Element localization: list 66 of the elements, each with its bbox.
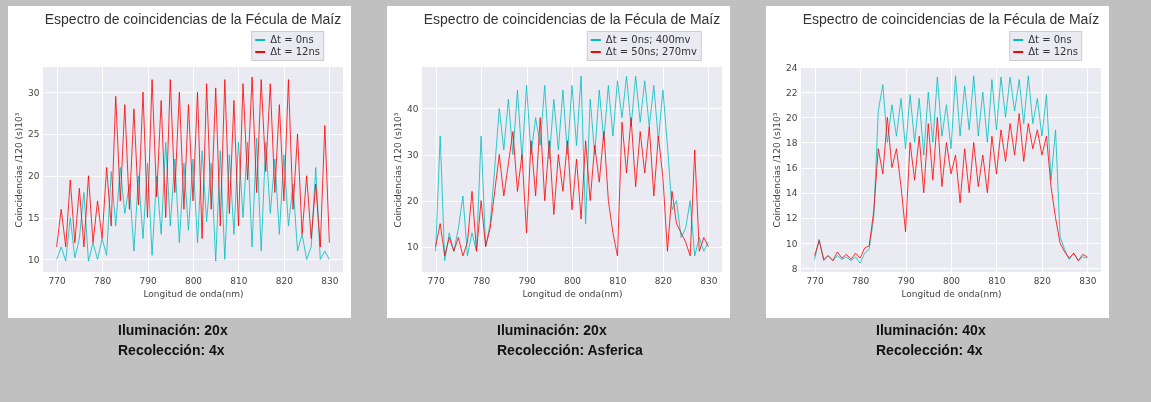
x-tick-label: 770 [48,275,66,286]
line-series [814,113,1088,262]
x-tick-label: 780 [94,275,112,286]
chart-title: Espectro de coincidencias de la Fécula de Maíz [44,10,342,27]
text: Iluminación: 40x [876,322,987,338]
line-series [56,76,330,248]
y-tick-label: 15 [28,213,40,224]
y-tick-label: 30 [28,87,40,98]
x-axis-title: Longitud de onda(nm) [901,288,1002,299]
y-tick-label: 22 [786,87,798,98]
x-tick-label: 790 [897,275,915,286]
y-tick-label: 8 [791,263,798,274]
y-tick-label: 12 [786,213,798,224]
text: Recolección: 4x [118,342,226,358]
y-axis-title: Coincidencias /120 (s)10³ [393,112,404,228]
legend-label: Δt = 0ns; 400mv [605,34,691,45]
y-axis-title: Coincidencias /120 (s)10³ [772,112,783,228]
x-tick-label: 830 [700,275,718,286]
x-tick-label: 770 [806,275,824,286]
x-tick-label: 800 [942,275,961,286]
line-series [56,137,330,262]
x-tick-label: 780 [852,275,870,286]
chart-title: Espectro de coincidencias de la Fécula de Maíz [802,10,1100,27]
legend-label: Δt = 0ns [270,34,314,45]
y-tick-label: 16 [786,163,798,174]
x-tick-label: 830 [1079,275,1097,286]
x-tick-label: 810 [230,275,248,286]
text: Recolección: 4x [876,342,984,358]
y-tick-label: 10 [28,254,40,265]
y-axis-title: Coincidencias /120 (s)10³ [14,112,25,228]
x-tick-label: 800 [184,275,203,286]
x-tick-label: 820 [275,275,294,286]
x-tick-label: 820 [654,275,673,286]
line-series [435,117,709,257]
y-tick-label: 40 [407,103,419,114]
x-axis-title: Longitud de onda(nm) [522,288,623,299]
y-tick-label: 30 [407,150,419,161]
x-tick-label: 780 [473,275,491,286]
legend-label: Δt = 0ns [1028,34,1072,45]
text: Iluminación: 20x [497,322,608,338]
x-tick-label: 800 [563,275,582,286]
x-tick-label: 790 [139,275,157,286]
x-tick-label: 810 [988,275,1006,286]
y-tick-label: 10 [407,242,419,253]
y-tick-label: 14 [786,188,798,199]
chart-title: Espectro de coincidencias de la Fécula de Maíz [423,10,721,27]
legend-label: Δt = 50ns; 270mv [605,46,697,57]
text: Recolección: Asferica [497,342,644,358]
y-tick-label: 24 [786,62,798,73]
line-series [814,75,1088,264]
legend-label: Δt = 12ns [1028,46,1078,57]
x-tick-label: 790 [518,275,536,286]
y-tick-label: 10 [786,238,798,249]
y-tick-label: 20 [786,112,798,123]
x-tick-label: 830 [321,275,339,286]
legend-label: Δt = 12ns [270,46,320,57]
x-tick-label: 770 [427,275,445,286]
x-tick-label: 810 [609,275,627,286]
y-tick-label: 25 [28,129,40,140]
x-axis-title: Longitud de onda(nm) [143,288,244,299]
text: Iluminación: 20x [118,322,229,338]
x-tick-label: 820 [1033,275,1052,286]
y-tick-label: 18 [786,137,798,148]
y-tick-label: 20 [28,171,40,182]
y-tick-label: 20 [407,196,419,207]
line-series [435,75,709,261]
